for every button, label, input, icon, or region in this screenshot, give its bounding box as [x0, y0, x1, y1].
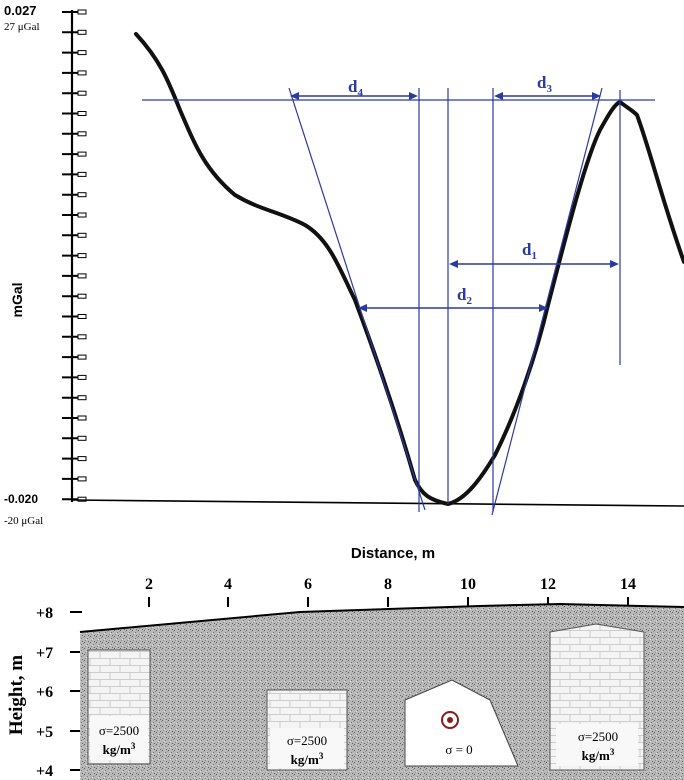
y-axis-tick-cap: [77, 9, 87, 15]
ground-surface-line: [79, 602, 684, 633]
y-axis-tick-cap: [77, 395, 87, 401]
void-density: σ = 0: [445, 742, 472, 757]
block-2: σ=2500 kg/m3: [266, 689, 348, 771]
y-axis-tick-cap: [77, 273, 87, 279]
x-axis-title: Distance, m: [351, 545, 435, 562]
block-1-density: σ=2500: [99, 723, 139, 738]
y-axis-tick-cap: [77, 171, 87, 177]
y-axis-tick-cap: [77, 314, 87, 319]
y-axis-tick-cap: [77, 253, 87, 259]
x-tick-label: 2: [145, 576, 153, 593]
measurement-d3: [494, 92, 601, 100]
y-axis-tick-cap: [77, 50, 87, 56]
y-axis-bottom-value: -0.020: [4, 492, 38, 506]
x-tick-label: 14: [620, 576, 636, 593]
measurement-d2: [358, 304, 548, 312]
y-axis-tick-cap: [77, 354, 87, 360]
x-tick-label: 4: [224, 576, 232, 593]
y-axis-tick-cap: [77, 90, 87, 96]
y-axis-tick-cap: [77, 435, 87, 441]
baseline: [71, 499, 684, 507]
y-tick-label: +7: [36, 645, 53, 662]
block-1-unit: kg/m3: [103, 741, 136, 757]
bullseye-icon: [441, 711, 459, 729]
ground-body: [80, 604, 684, 780]
y-axis-tick-cap: [77, 70, 87, 76]
y-axis-top-sublabel: 27 μGal: [4, 21, 40, 33]
x-tick-label: 8: [384, 576, 392, 593]
block-1: σ=2500 kg/m3: [87, 649, 151, 765]
x-tick-label: 10: [460, 576, 476, 593]
y-axis-tick-cap: [77, 374, 87, 380]
y-axis-ticks: [62, 9, 87, 502]
y-axis-bottom-sublabel: -20 μGal: [4, 515, 43, 527]
label-d2: d2: [457, 285, 472, 307]
y-axis-title: Height, m: [6, 655, 27, 735]
label-d3: d3: [537, 73, 552, 95]
label-d4: d4: [348, 77, 363, 99]
y-tick-label: +8: [36, 605, 53, 622]
gravity-plot: 0.027 27 μGal mGal -0.020 -20 μGal d4: [4, 3, 684, 527]
y-ticks: +8 +7 +6 +5 +4: [36, 605, 82, 780]
cross-section: Distance, m Height, m 2 4 6 8 10 12 14 +…: [6, 545, 684, 780]
y-axis-tick-cap: [77, 212, 87, 218]
y-axis-tick-cap: [77, 476, 87, 482]
void-cavity: σ = 0: [404, 679, 519, 767]
block-3: σ=2500 kg/m3: [549, 623, 645, 771]
block-2-unit: kg/m3: [291, 751, 324, 767]
measurement-d4: [290, 92, 418, 100]
x-tick-label: 6: [304, 576, 312, 593]
y-tick-label: +6: [36, 684, 53, 701]
left-tangent-line: [288, 87, 426, 511]
y-tick-label: +5: [36, 724, 53, 741]
x-tick-label: 12: [540, 576, 556, 593]
y-axis-tick-cap: [77, 293, 87, 299]
y-axis-tick-cap: [77, 334, 87, 340]
gravity-curve: [134, 32, 684, 507]
y-axis-tick-cap: [77, 29, 87, 35]
y-axis-tick-cap: [77, 232, 87, 238]
right-tangent-line: [491, 87, 603, 516]
y-tick-label: +4: [36, 763, 53, 780]
block-3-unit: kg/m3: [582, 747, 615, 763]
y-axis-tick-cap: [77, 111, 87, 116]
x-ticks: 2 4 6 8 10 12 14: [145, 576, 636, 607]
y-axis-tick-cap: [77, 192, 87, 198]
y-axis-tick-cap: [77, 415, 87, 421]
block-2-density: σ=2500: [287, 733, 327, 748]
y-axis-tick-cap: [77, 151, 87, 157]
y-axis-unit-label: mGal: [9, 282, 25, 317]
y-axis-tick-cap: [77, 496, 87, 502]
y-axis-tick-cap: [77, 456, 87, 462]
y-axis-top-value: 0.027: [4, 3, 37, 18]
construction-lines: [142, 87, 655, 516]
label-d1: d1: [522, 240, 537, 262]
block-3-density: σ=2500: [578, 729, 618, 744]
y-axis-tick-cap: [77, 131, 87, 137]
measurement-d1: [449, 260, 619, 268]
